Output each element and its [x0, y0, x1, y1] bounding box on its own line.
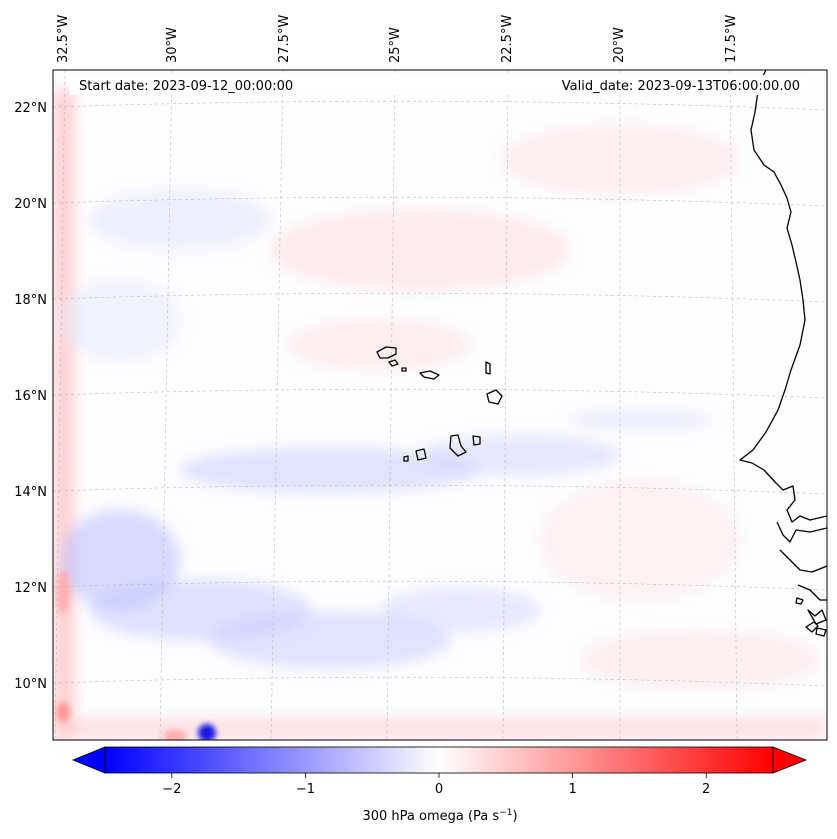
coastlines: [376, 70, 827, 637]
gridline-lon-17-5w: [729, 70, 738, 740]
lat-label: 20°N: [14, 197, 47, 212]
lon-label: 27.5°W: [277, 15, 292, 63]
colorbar-label: 300 hPa omega (Pa s−1): [362, 808, 517, 824]
omega-field-shading: [53, 90, 827, 740]
gridline-lat-12n: [53, 580, 827, 591]
colorbar-gradient: [104, 746, 774, 774]
start-date-label: Start date: 2023-09-12_00:00:00: [79, 79, 293, 94]
island-boa-vista: [486, 389, 503, 405]
graticule: [53, 70, 827, 740]
gridline-lat-14n: [53, 484, 827, 495]
lon-label: 20°W: [612, 27, 627, 63]
coastal-islet-3: [795, 597, 804, 605]
longitude-labels: 32.5°W 30°W 27.5°W 25°W 22.5°W 20°W 17.5…: [56, 15, 739, 63]
island-sao-vicente: [388, 359, 399, 367]
colorbar-ticks: −2 −1 0 1 2: [162, 773, 710, 797]
senegal-gambia-coast: [776, 521, 827, 543]
guinea-bissau-coast: [779, 549, 827, 573]
gridline-lon-25w: [386, 70, 396, 740]
lon-label: 32.5°W: [56, 15, 71, 63]
coastal-islet-2: [815, 627, 827, 637]
lat-label: 14°N: [14, 485, 47, 500]
island-santiago: [449, 434, 467, 457]
gridline-lon-22-5w: [502, 70, 509, 740]
lat-label: 18°N: [14, 293, 47, 308]
gridline-lat-22n: [53, 100, 827, 111]
gridline-lon-27-5w: [270, 70, 284, 740]
bissagos-islands: [807, 609, 827, 625]
island-brava: [403, 455, 409, 462]
colorbar-tick-label: 1: [568, 782, 576, 797]
gridline-lon-30w: [159, 70, 173, 740]
guinea-coast: [797, 584, 827, 601]
africa-coastline: [739, 70, 827, 523]
island-santa-luzia: [401, 367, 407, 372]
lon-label: 25°W: [388, 27, 403, 63]
island-maio: [472, 435, 481, 446]
island-sal: [485, 361, 491, 375]
colorbar-tick-label: 2: [702, 782, 710, 797]
map-frame: [52, 69, 828, 741]
gridline-lat-16n: [53, 388, 827, 399]
colorbar-min-extend: [71, 746, 106, 774]
gridline-lat-10n: [53, 676, 827, 687]
latitude-labels: 22°N 20°N 18°N 16°N 14°N 12°N 10°N: [14, 101, 47, 692]
island-santo-antao: [376, 346, 397, 359]
gridline-lon-32-5w: [54, 70, 66, 740]
island-fogo: [415, 448, 427, 461]
valid-date-label: Valid_date: 2023-09-13T06:00:00.00: [562, 79, 800, 94]
lat-label: 22°N: [14, 101, 47, 116]
coastal-islet-1: [805, 621, 819, 633]
lon-label: 30°W: [165, 27, 180, 63]
header-box: [70, 75, 810, 95]
lat-label: 10°N: [14, 677, 47, 692]
colorbar: −2 −1 0 1 2 300 hPa omega (Pa s−1): [71, 746, 808, 824]
colorbar-tick-label: −2: [162, 782, 181, 797]
colorbar-max-extend: [772, 746, 808, 774]
lon-label: 17.5°W: [724, 15, 739, 63]
lon-label: 22.5°W: [500, 15, 515, 63]
colorbar-tick-label: 0: [435, 782, 443, 797]
lat-label: 12°N: [14, 581, 47, 596]
gridline-lat-18n: [53, 292, 827, 303]
gridline-lat-20n: [53, 196, 827, 207]
island-sao-nicolau: [419, 370, 440, 380]
lat-label: 16°N: [14, 389, 47, 404]
colorbar-tick-label: −1: [296, 782, 315, 797]
